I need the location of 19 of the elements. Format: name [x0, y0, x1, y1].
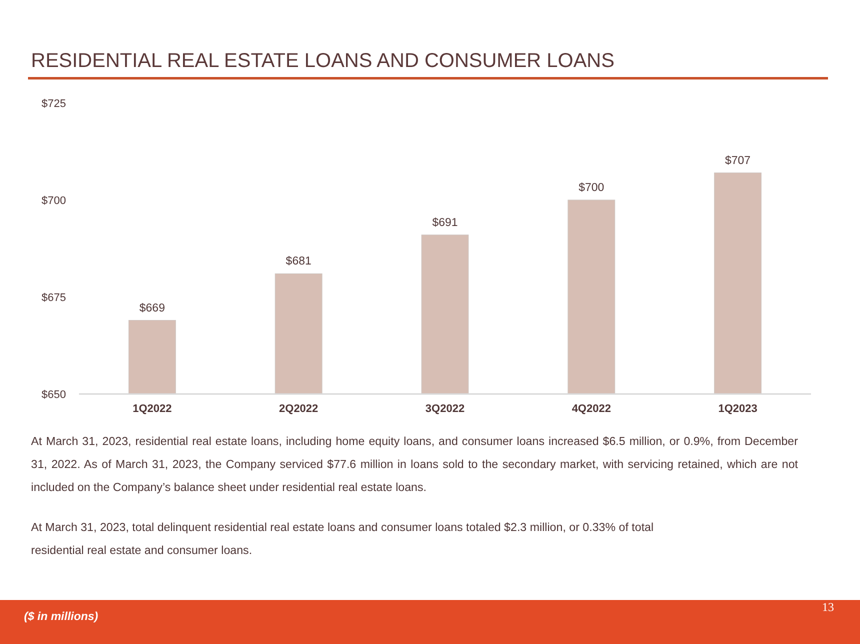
y-tick-label: $725 — [42, 98, 66, 110]
x-tick-label: 1Q2022 — [132, 403, 172, 415]
text: At March 31, 2023, residential real estate loans, including home equity loans, and consumer loans increased $6.5 million, or 0.9%, from December 31, 2022. As of March 31, 2023, the Company serviced $77.6 million in loans sold to the secondary market, with servicing retained, which are not included on the Company’s balance sheet under residential real estate loans. — [31, 435, 798, 494]
x-tick-label: 4Q2022 — [572, 403, 611, 415]
x-tick-label: 1Q2023 — [718, 403, 758, 415]
x-tick-label: 3Q2022 — [425, 403, 465, 415]
y-tick-label: $675 — [42, 292, 66, 304]
y-tick-label: $650 — [42, 388, 66, 401]
data-label: $691 — [432, 216, 458, 229]
text: 13 — [822, 600, 834, 614]
data-label: $669 — [139, 302, 165, 314]
data-label: $700 — [578, 182, 604, 194]
data-label: $681 — [286, 256, 312, 268]
text: ($ in millions) — [24, 611, 98, 623]
text: At March 31, 2023, total delinquent residential real estate loans and consumer loans totaled $2.3 million, or 0.33% of total residential real estate and consumer loans. — [31, 521, 654, 557]
chart-title: RESIDENTIAL REAL ESTATE LOANS AND CONSUMER LOANS — [31, 50, 614, 72]
y-tick-label: $700 — [42, 194, 66, 207]
x-tick-label: 2Q2022 — [279, 403, 318, 415]
data-label: $707 — [725, 154, 751, 167]
